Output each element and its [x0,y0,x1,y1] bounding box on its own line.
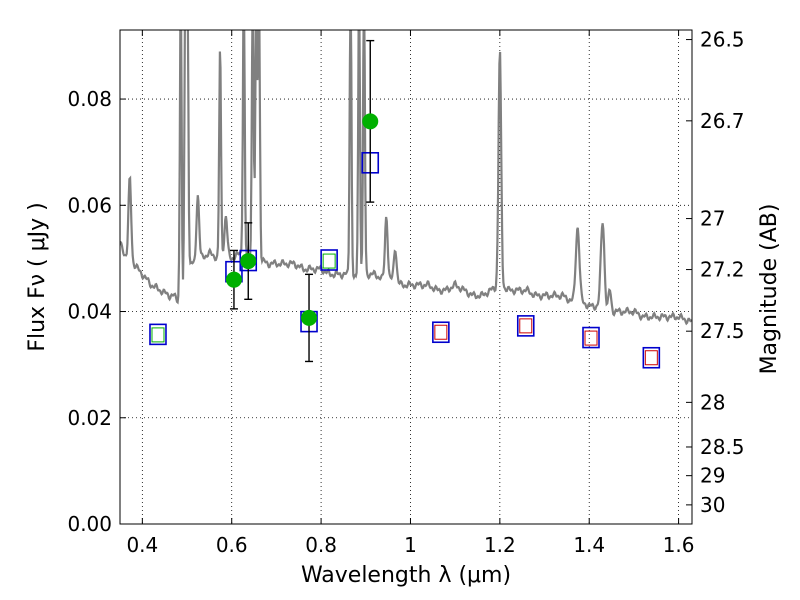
y2-tick-label: 29 [700,464,725,488]
model-band-flux-marker [642,346,661,369]
y2-tick-label: 28.5 [700,435,745,459]
inner-square-marker [322,253,336,269]
y-tick-label: 0.00 [67,512,112,536]
grid-lines [120,30,692,525]
model-band-flux-marker [516,315,535,337]
x-tick-label: 0.6 [216,533,248,557]
observed-flux-point [240,253,257,270]
data-points-layer [149,39,661,369]
model-band-flux-marker [320,249,338,271]
inner-square-marker [151,327,165,343]
x-axis-label: Wavelength λ (μm) [301,563,511,588]
y2-tick-label: 28 [700,390,725,414]
inner-square-marker [519,318,533,334]
x-tick-label: 1.6 [663,533,695,557]
inner-square-marker [434,324,448,340]
x-tick-label: 1.2 [484,533,516,557]
y-tick-label: 0.06 [67,193,112,217]
y-tick-label: 0.04 [67,300,112,324]
inner-square-marker [644,350,658,366]
y2-tick-label: 27.2 [700,258,745,282]
model-spectrum-line [120,30,692,326]
model-spectrum-layer [120,30,692,326]
model-band-flux-marker [149,323,167,346]
y2-tick-label: 27.5 [700,319,745,343]
plot-frame [119,29,693,525]
y2-tick-label: 26.7 [700,109,745,133]
observed-flux-point [301,309,318,326]
x-tick-label: 0.8 [305,533,337,557]
observed-flux-point [362,113,379,130]
model-band-flux-marker [432,321,450,344]
x-tick-label: 0.4 [126,533,158,557]
model-band-flux-marker [582,326,600,349]
y2-axis-label: Magnitude (AB) [757,204,782,375]
y2-tick-label: 27 [700,207,725,231]
y2-tick-label: 26.5 [700,28,745,52]
y-axis-label: Flux Fν ( μJy ) [25,202,50,351]
y2-tick-label: 30 [700,493,725,517]
x-tick-label: 1 [404,533,417,557]
inner-square-marker [584,330,598,346]
x-tick-label: 1.4 [573,533,605,557]
axes-layer: 0.4 0.6 0.8 1 1.2 1.4 1.6 0.00 0.02 0.04 0.06 0.08 2… [67,28,744,557]
y-tick-label: 0.08 [67,87,112,111]
observed-flux-point [225,271,242,288]
y-tick-label: 0.02 [67,406,112,430]
